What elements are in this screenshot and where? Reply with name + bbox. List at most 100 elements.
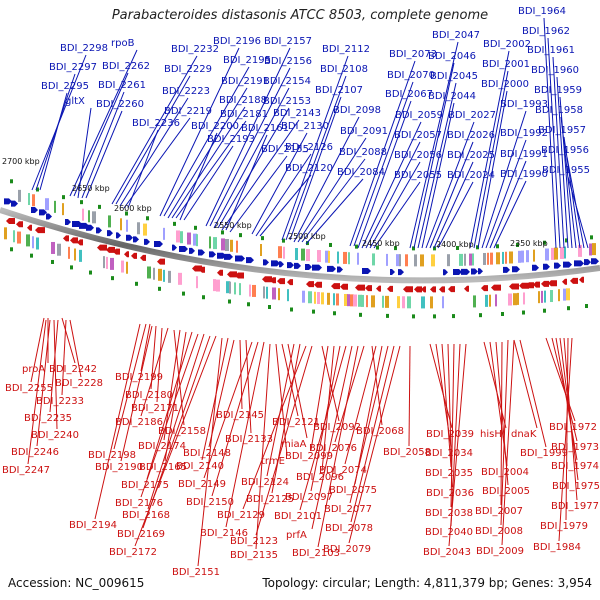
gene-label: BDI_2057 xyxy=(394,130,442,141)
marker-dot xyxy=(173,221,176,226)
feature-block xyxy=(578,244,582,257)
gene-leader-line xyxy=(61,317,76,364)
gene-leader-line xyxy=(225,341,265,528)
gene-leader-line xyxy=(120,325,153,462)
gene-leader-line xyxy=(81,91,125,199)
feature-block xyxy=(88,210,90,223)
gene-label: BDI_2068 xyxy=(356,426,404,437)
feature-block xyxy=(225,239,229,252)
feature-block xyxy=(447,254,450,267)
gene-leader-line xyxy=(311,345,353,530)
gene-leader-line xyxy=(373,181,421,249)
gene-label: BDI_2191 xyxy=(221,76,269,87)
feature-block xyxy=(333,293,335,306)
marker-dot xyxy=(386,313,389,318)
feature-block xyxy=(68,246,70,259)
feature-block xyxy=(314,291,316,304)
forward-gene-arrow xyxy=(554,262,561,269)
gene-leader-line xyxy=(30,317,45,383)
feature-block xyxy=(487,252,489,265)
gene-leader-line xyxy=(556,76,569,249)
gene-label: BDI_2098 xyxy=(333,105,381,116)
gene-label: BDI_2055 xyxy=(394,170,442,181)
marker-dot xyxy=(89,270,92,275)
gene-label: BDI_2108 xyxy=(320,64,368,75)
feature-block xyxy=(545,248,549,261)
gene-label: BDI_2223 xyxy=(162,86,210,97)
gene-label: BDI_2158 xyxy=(158,426,206,437)
feature-block xyxy=(36,237,39,250)
marker-dot xyxy=(51,259,54,264)
gene-label: BDI_1960 xyxy=(531,65,579,76)
feature-block xyxy=(18,189,21,202)
feature-block xyxy=(126,261,128,274)
gene-leader-line xyxy=(371,345,383,426)
gene-leader-line xyxy=(563,337,578,501)
gene-label: BDI_2262 xyxy=(102,61,150,72)
forward-gene-arrow xyxy=(126,234,133,241)
gene-label: BDI_2188 xyxy=(219,95,267,106)
feature-block xyxy=(554,247,558,260)
kbp-tick-label: 2700 kbp xyxy=(2,157,40,166)
marker-dot xyxy=(70,265,73,270)
feature-block xyxy=(328,250,330,263)
reverse-gene-arrow xyxy=(562,278,567,285)
forward-gene-arrow xyxy=(4,198,12,205)
gene-label: BDI_2035 xyxy=(425,468,473,479)
gene-label: BDI_2126 xyxy=(285,142,333,153)
feature-block xyxy=(431,254,435,267)
feature-block xyxy=(229,281,231,294)
marker-dot xyxy=(433,314,436,319)
feature-block xyxy=(589,243,592,256)
gene-leader-line xyxy=(469,50,510,249)
feature-block xyxy=(521,250,524,263)
gene-leader-line xyxy=(140,323,151,372)
forward-gene-arrow xyxy=(133,236,139,243)
gene-leader-line xyxy=(150,325,157,390)
reverse-gene-arrow xyxy=(541,280,549,287)
reverse-gene-arrow xyxy=(355,284,365,291)
forward-gene-arrow xyxy=(287,262,294,269)
marker-dot xyxy=(135,281,138,286)
feature-block xyxy=(57,243,61,256)
feature-block xyxy=(337,251,339,264)
feature-block xyxy=(407,296,411,309)
gene-leader-line xyxy=(94,323,141,520)
feature-block xyxy=(472,253,474,266)
feature-block xyxy=(213,279,216,292)
gene-label: BDI_2157 xyxy=(264,36,312,47)
gene-label: BDI_2146 xyxy=(200,528,248,539)
reverse-gene-arrow xyxy=(6,217,15,224)
feature-block xyxy=(121,260,124,273)
reverse-gene-arrow xyxy=(70,237,78,244)
feature-block xyxy=(371,295,375,308)
feature-block xyxy=(541,290,543,303)
feature-block xyxy=(490,252,493,265)
gene-label: BDI_2077 xyxy=(324,504,372,515)
feature-block xyxy=(508,293,512,306)
reverse-gene-arrow xyxy=(306,281,314,288)
feature-block xyxy=(317,292,320,305)
gene-leader-line xyxy=(558,337,573,542)
gene-label: BDI_2001 xyxy=(482,59,530,70)
feature-tracks xyxy=(4,179,599,319)
gene-label: BDI_2070 xyxy=(387,70,435,81)
gene-leader-line xyxy=(77,107,92,199)
gene-leader-line xyxy=(519,339,547,448)
forward-gene-arrow xyxy=(532,264,539,271)
feature-block xyxy=(51,241,55,254)
marker-dot xyxy=(567,306,570,311)
marker-dot xyxy=(282,238,285,243)
feature-block xyxy=(502,251,504,264)
feature-block xyxy=(473,295,476,308)
feature-block xyxy=(54,200,56,213)
gene-leader-line xyxy=(369,161,421,249)
marker-dot xyxy=(194,225,197,230)
gene-leader-line xyxy=(293,116,360,243)
forward-gene-arrow xyxy=(209,251,216,258)
feature-block xyxy=(74,248,76,261)
gene-leader-line xyxy=(221,119,300,231)
gene-label: BDI_2190 xyxy=(95,462,143,473)
gene-leader-line xyxy=(163,329,181,441)
gene-leader-line xyxy=(565,337,569,521)
